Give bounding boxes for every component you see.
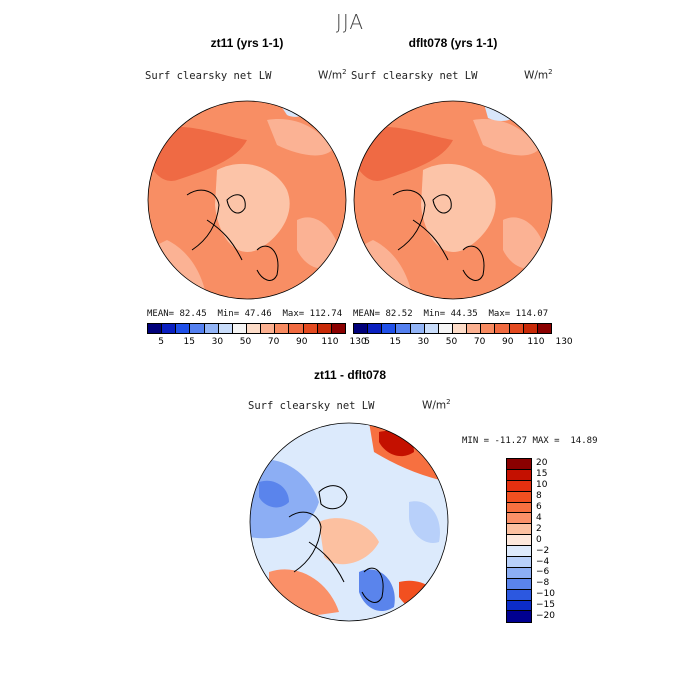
colorbar-tick-label: −6 bbox=[536, 567, 550, 578]
colorbar-tick-label: 130 bbox=[555, 337, 573, 347]
colorbar-swatch bbox=[507, 480, 531, 492]
colorbar-swatch bbox=[261, 324, 276, 333]
colorbar-swatch bbox=[507, 459, 531, 470]
diff-colorbar-labels: 20 15 10 8 6 4 2 0 −2 −4 −6 −8 −10 −15 −20 bbox=[536, 458, 576, 623]
colorbar-swatch bbox=[275, 324, 290, 333]
season-title: JJA bbox=[335, 10, 365, 34]
colorbar-tick-label: 0 bbox=[536, 534, 542, 545]
panel1-stats: MEAN= 82.45 Min= 47.46 Max= 112.74 bbox=[147, 309, 343, 319]
colorbar-tick-label: 50 bbox=[239, 337, 252, 347]
colorbar-swatch bbox=[507, 567, 531, 579]
colorbar-swatch bbox=[190, 324, 205, 333]
colorbar-swatch bbox=[507, 491, 531, 503]
colorbar-swatch bbox=[452, 324, 468, 333]
colorbar-tick-label: 70 bbox=[473, 337, 486, 347]
colorbar-swatch bbox=[523, 324, 538, 333]
colorbar-tick-label: 8 bbox=[536, 491, 542, 502]
colorbar-swatch bbox=[317, 324, 332, 333]
panel1-title: zt11 (yrs 1-1) bbox=[210, 36, 284, 50]
panel2-title: dflt078 (yrs 1-1) bbox=[408, 36, 498, 50]
colorbar-tick-label: 5 bbox=[364, 337, 370, 347]
panel3-polar-diff-map bbox=[249, 422, 449, 622]
panel1-colorbar-labels: 5 15 30 50 70 90 110 130 bbox=[147, 337, 366, 349]
colorbar-tick-label: 130 bbox=[349, 337, 367, 347]
colorbar-swatch bbox=[176, 324, 191, 333]
colorbar-tick-label: −15 bbox=[536, 600, 555, 611]
panel2-units: W/m2 bbox=[524, 68, 553, 82]
panel3-stats: MIN = -11.27 MAX = 14.89 bbox=[462, 436, 598, 446]
colorbar-swatch bbox=[218, 324, 233, 333]
panel1-units: W/m2 bbox=[318, 68, 347, 82]
colorbar-swatch bbox=[424, 324, 439, 333]
colorbar-swatch bbox=[368, 324, 383, 333]
colorbar-swatch bbox=[507, 578, 531, 590]
colorbar-swatch bbox=[495, 324, 510, 333]
colorbar-tick-label: −4 bbox=[536, 556, 550, 567]
colorbar-swatch bbox=[507, 557, 531, 568]
colorbar-tick-label: 70 bbox=[267, 337, 280, 347]
panel2-stats: MEAN= 82.52 Min= 44.35 Max= 114.07 bbox=[353, 309, 549, 319]
panel1-colorbar bbox=[147, 323, 346, 334]
colorbar-tick-label: 30 bbox=[417, 337, 430, 347]
panel1-polar-map bbox=[147, 100, 347, 300]
colorbar-tick-label: 6 bbox=[536, 502, 542, 513]
colorbar-tick-label: −2 bbox=[536, 545, 550, 556]
colorbar-tick-label: 15 bbox=[536, 469, 548, 480]
colorbar-tick-label: −10 bbox=[536, 589, 555, 600]
panel3-title: zt11 - dflt078 bbox=[313, 368, 387, 382]
colorbar-swatch bbox=[396, 324, 411, 333]
colorbar-tick-label: 90 bbox=[502, 337, 514, 347]
panel2-colorbar bbox=[353, 323, 552, 334]
panel2-polar-map bbox=[353, 100, 553, 300]
colorbar-tick-label: 10 bbox=[536, 480, 548, 491]
panel3-units: W/m2 bbox=[422, 398, 451, 412]
colorbar-tick-label: 2 bbox=[536, 523, 542, 534]
colorbar-tick-label: 20 bbox=[536, 458, 548, 469]
colorbar-swatch bbox=[507, 469, 531, 481]
colorbar-swatch bbox=[509, 324, 524, 333]
colorbar-tick-label: 5 bbox=[158, 337, 164, 347]
colorbar-swatch bbox=[289, 324, 304, 333]
colorbar-swatch bbox=[507, 502, 531, 514]
colorbar-swatch bbox=[354, 324, 369, 333]
colorbar-swatch bbox=[162, 324, 177, 333]
diff-colorbar bbox=[506, 458, 532, 624]
colorbar-swatch bbox=[507, 611, 531, 623]
colorbar-tick-label: 15 bbox=[389, 337, 401, 347]
colorbar-swatch bbox=[331, 324, 345, 333]
colorbar-swatch bbox=[303, 324, 318, 333]
colorbar-swatch bbox=[507, 589, 531, 601]
colorbar-swatch bbox=[507, 513, 531, 525]
panel1-variable: Surf clearsky net LW bbox=[145, 70, 272, 82]
colorbar-swatch bbox=[537, 324, 551, 333]
colorbar-swatch bbox=[507, 546, 531, 558]
colorbar-tick-label: 90 bbox=[296, 337, 308, 347]
colorbar-tick-label: 4 bbox=[536, 512, 542, 523]
colorbar-tick-label: 110 bbox=[527, 337, 545, 347]
panel3-variable: Surf clearsky net LW bbox=[248, 400, 375, 412]
colorbar-swatch bbox=[148, 324, 163, 333]
colorbar-swatch bbox=[507, 535, 531, 547]
colorbar-swatch bbox=[507, 524, 531, 536]
colorbar-swatch bbox=[507, 600, 531, 612]
colorbar-tick-label: 15 bbox=[183, 337, 195, 347]
colorbar-tick-label: 30 bbox=[211, 337, 224, 347]
colorbar-swatch bbox=[204, 324, 219, 333]
colorbar-tick-label: 110 bbox=[321, 337, 339, 347]
colorbar-swatch bbox=[438, 324, 453, 333]
colorbar-tick-label: −8 bbox=[536, 578, 550, 589]
colorbar-swatch bbox=[382, 324, 397, 333]
panel2-variable: Surf clearsky net LW bbox=[351, 70, 478, 82]
colorbar-swatch bbox=[467, 324, 482, 333]
colorbar-swatch bbox=[232, 324, 247, 333]
colorbar-swatch bbox=[481, 324, 496, 333]
colorbar-swatch bbox=[410, 324, 425, 333]
colorbar-tick-label: 50 bbox=[445, 337, 458, 347]
panel2-colorbar-labels: 5 15 30 50 70 90 110 130 bbox=[353, 337, 572, 349]
colorbar-swatch bbox=[246, 324, 262, 333]
colorbar-tick-label: −20 bbox=[536, 611, 555, 622]
